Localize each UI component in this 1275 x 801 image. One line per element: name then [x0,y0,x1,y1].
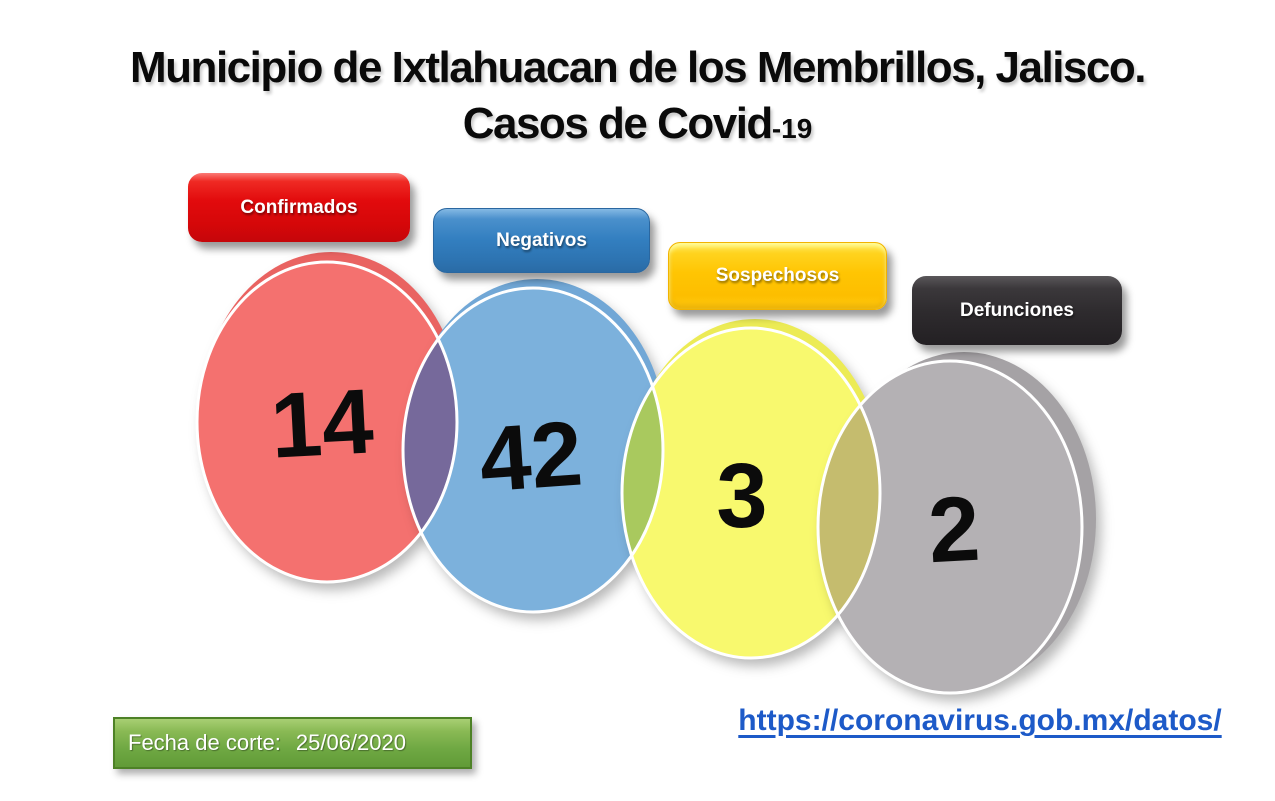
confirmados-circle-front [197,262,457,582]
defunciones-value: 2 [926,478,982,583]
cutoff-date-label: Fecha de corte: [128,730,281,755]
sospechosos-circle [622,319,884,658]
confirmados-value: 14 [268,370,376,477]
legend-chip-negativos-label: Negativos [496,229,587,251]
title-line-2: Casos de Covid-19 [0,96,1275,152]
negativos-circle-front [403,288,663,612]
negativos-value: 42 [476,403,585,512]
cutoff-date-box: Fecha de corte: 25/06/2020 [113,717,472,769]
legend-chip-defunciones: Defunciones [912,276,1122,345]
title-line-2-suffix: -19 [771,113,813,145]
legend-chip-sospechosos-label: Sospechosos [715,265,840,286]
defunciones-circle-front [818,361,1082,693]
legend-chip-defunciones-label: Defunciones [959,299,1075,321]
title-line-2-main: Casos de Covid [462,99,774,149]
sospechosos-circle-rim [620,326,882,660]
source-link-container: https://coronavirus.gob.mx/datos/ [700,704,1260,738]
defunciones-circle [818,352,1096,693]
defunciones-circle-rim [816,359,1084,695]
page-title: Municipio de Ixtlahuacan de los Membrill… [0,40,1275,153]
confirmados-circle-rim [195,260,459,584]
legend-chip-sospechosos: Sospechosos [668,242,887,310]
sospechosos-value: 3 [716,445,767,547]
negativos-circle-rim [401,286,665,614]
source-link[interactable]: https://coronavirus.gob.mx/datos/ [738,704,1222,737]
legend-chip-confirmados: Confirmados [188,173,410,242]
negativos-circle [403,279,667,612]
title-line-1: Municipio de Ixtlahuacan de los Membrill… [130,43,1146,92]
confirmados-circle [197,252,461,582]
sospechosos-circle-front [622,328,880,658]
legend-chip-confirmados-label: Confirmados [240,196,358,218]
legend-chip-negativos: Negativos [433,208,650,273]
cutoff-date-value: 25/06/2020 [295,730,406,755]
